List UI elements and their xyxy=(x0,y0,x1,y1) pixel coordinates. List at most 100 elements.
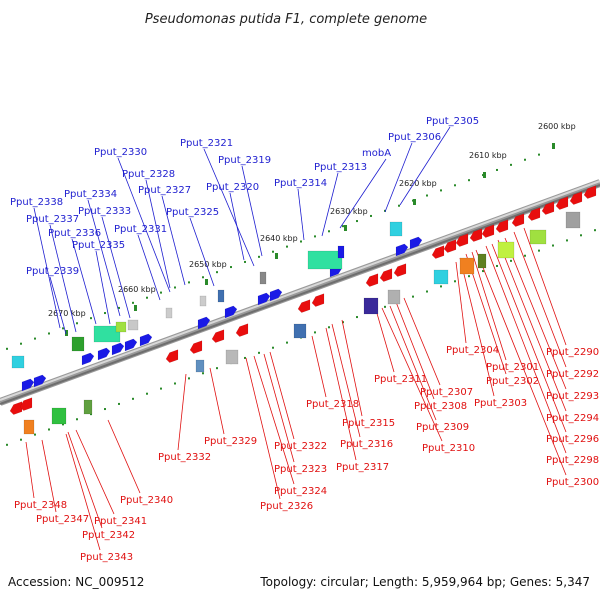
connector-line xyxy=(241,165,263,257)
scale-labels: 2600 kbp 2610 kbp 2620 kbp 2630 kbp 2640 kbp… xyxy=(48,122,576,318)
gene-label: Pput_2320 xyxy=(206,182,259,193)
gene-label: Pput_2348 xyxy=(14,500,67,511)
gene-block xyxy=(337,245,345,259)
tick-dot xyxy=(216,367,218,370)
gene-block xyxy=(23,419,35,435)
tick-dot xyxy=(34,337,36,340)
tick-dot xyxy=(580,234,582,237)
tick-dot xyxy=(76,322,78,325)
tick-dot xyxy=(146,392,148,395)
gene-block xyxy=(165,307,173,319)
reverse-gene-arrow xyxy=(583,185,597,199)
gene-label: Pput_2290 xyxy=(546,347,599,358)
reverse-gene-arrow xyxy=(211,329,225,343)
gene-label: Pput_2323 xyxy=(274,464,327,475)
tick-dot xyxy=(314,235,316,238)
scale-label: 2670 kbp xyxy=(48,309,86,318)
tick-dot xyxy=(118,306,120,309)
connector-line xyxy=(95,250,111,325)
backbone xyxy=(0,179,600,406)
connector-line xyxy=(49,224,77,333)
gene-label: Pput_2336 xyxy=(48,228,101,239)
connector-line xyxy=(25,441,35,499)
reverse-gene-arrow xyxy=(189,340,203,354)
major-tick xyxy=(483,172,486,178)
tick-dot xyxy=(20,342,22,345)
label-connectors xyxy=(25,126,567,551)
forward-gene-arrow xyxy=(124,338,138,352)
reverse-gene-arrow xyxy=(297,299,311,313)
gene-block xyxy=(11,355,25,369)
tick-dot xyxy=(188,281,190,284)
connector-line xyxy=(67,431,103,529)
tick-dot xyxy=(342,321,344,324)
gene-label: Pput_2292 xyxy=(546,369,599,380)
connector-line xyxy=(137,234,161,301)
tick-dot xyxy=(440,285,442,288)
gene-label: Pput_2341 xyxy=(94,516,147,527)
tick-dot xyxy=(202,372,204,375)
connector-line xyxy=(331,323,361,438)
connector-line xyxy=(513,231,567,368)
tick-dot xyxy=(6,347,8,350)
reverse-gene-arrow xyxy=(379,268,393,282)
tick-dot xyxy=(244,356,246,359)
tick-dot xyxy=(398,204,400,207)
tick-dot xyxy=(510,163,512,166)
connector-line xyxy=(491,243,567,433)
gene-label: Pput_2337 xyxy=(26,214,79,225)
scale-label: 2630 kbp xyxy=(330,207,368,216)
connector-line xyxy=(523,227,567,346)
tick-dot xyxy=(132,397,134,400)
tick-dot xyxy=(202,276,204,279)
connector-line xyxy=(475,249,567,476)
major-tick xyxy=(344,225,347,231)
tick-dot xyxy=(356,316,358,319)
tick-dot xyxy=(286,341,288,344)
connector-line xyxy=(203,148,255,267)
tick-dot xyxy=(174,382,176,385)
gene-label: Pput_2327 xyxy=(138,185,191,196)
gene-label: Pput_2303 xyxy=(474,398,527,409)
forward-gene-arrow xyxy=(197,316,211,330)
gene-block xyxy=(225,349,239,365)
gene-label: Pput_2329 xyxy=(204,436,257,447)
connector-line xyxy=(65,433,101,551)
connector-line xyxy=(497,239,567,412)
tick-dot xyxy=(258,255,260,258)
tick-dot xyxy=(20,438,22,441)
gene-label: Pput_2321 xyxy=(180,138,233,149)
tick-dot xyxy=(244,260,246,263)
connector-line xyxy=(384,142,413,213)
tick-dot xyxy=(6,443,8,446)
reverse-gene-arrow xyxy=(393,263,407,277)
connector-line xyxy=(471,251,507,361)
gene-label: Pput_2318 xyxy=(306,399,359,410)
tick-dot xyxy=(468,179,470,182)
gene-label: Pput_2326 xyxy=(260,501,313,512)
connector-line xyxy=(177,373,187,451)
gene-label: Pput_2339 xyxy=(26,266,79,277)
connector-line xyxy=(381,307,443,442)
scale-ticks xyxy=(65,143,555,336)
connector-line xyxy=(209,367,225,435)
connector-line xyxy=(375,309,395,373)
gene-label: Pput_2298 xyxy=(546,455,599,466)
tick-dot xyxy=(356,220,358,223)
tick-dot xyxy=(552,244,554,247)
major-tick xyxy=(413,199,416,205)
gene-block xyxy=(363,297,379,315)
forward-gene-arrow xyxy=(257,292,271,306)
gene-label: Pput_2308 xyxy=(414,401,467,412)
reverse-gene-arrow xyxy=(511,213,525,227)
tick-dot xyxy=(104,408,106,411)
reverse-gene-arrow xyxy=(469,228,483,242)
gene-label: Pput_2342 xyxy=(82,530,135,541)
tick-dot xyxy=(538,249,540,252)
tick-dot xyxy=(594,229,596,232)
major-tick xyxy=(134,305,137,311)
tick-dot xyxy=(272,250,274,253)
connector-line xyxy=(245,357,281,500)
tick-dot xyxy=(132,301,134,304)
